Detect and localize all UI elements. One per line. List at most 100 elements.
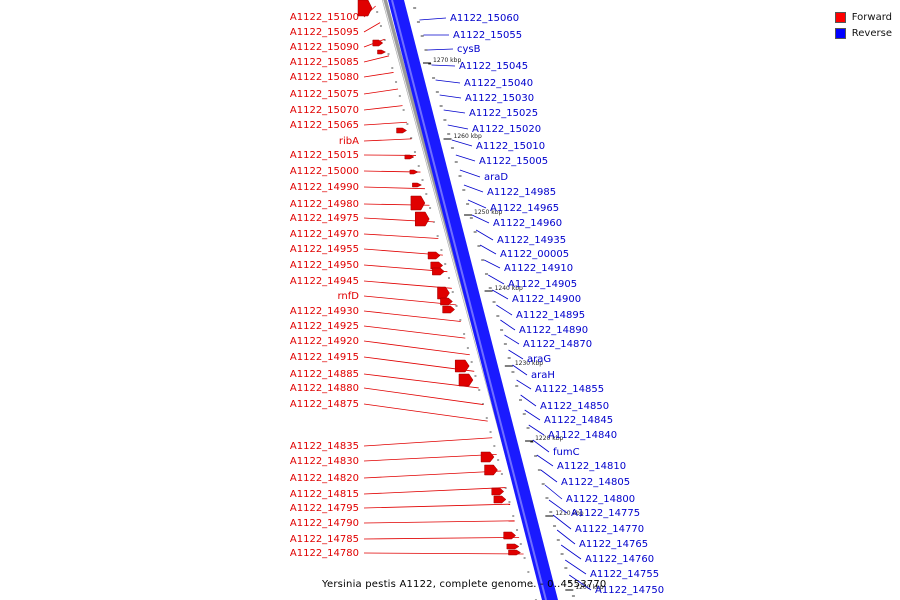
forward-feature-arrow[interactable] (503, 531, 517, 540)
reverse-gene-label[interactable]: A1122_14905 (508, 279, 577, 290)
forward-feature-arrow[interactable] (440, 297, 453, 306)
reverse-gene-label[interactable]: A1122_14855 (535, 384, 604, 395)
forward-gene-label[interactable]: A1122_15095 (290, 27, 359, 38)
reverse-gene-label[interactable]: A1122_00005 (500, 249, 569, 260)
reverse-gene-label[interactable]: A1122_14890 (519, 325, 588, 336)
forward-gene-label[interactable]: A1122_14990 (290, 182, 359, 193)
reverse-gene-label[interactable]: A1122_14800 (566, 494, 635, 505)
forward-feature-arrow[interactable] (427, 251, 441, 260)
forward-feature-arrow[interactable] (508, 549, 521, 556)
reverse-gene-label[interactable]: A1122_15030 (465, 93, 534, 104)
forward-gene-label[interactable]: A1122_14925 (290, 321, 359, 332)
reverse-gene-label[interactable]: A1122_15045 (459, 61, 528, 72)
reverse-gene-label[interactable]: A1122_14895 (516, 310, 585, 321)
forward-gene-label[interactable]: A1122_14945 (290, 276, 359, 287)
reverse-gene-label[interactable]: A1122_15020 (472, 124, 541, 135)
forward-feature-arrow[interactable] (454, 359, 470, 373)
reverse-gene-label[interactable]: A1122_14965 (490, 203, 559, 214)
forward-gene-label[interactable]: A1122_15070 (290, 105, 359, 116)
forward-feature-arrow[interactable] (491, 487, 505, 496)
reverse-gene-label[interactable]: A1122_14770 (575, 524, 644, 535)
forward-feature-arrow[interactable] (437, 286, 450, 300)
forward-feature-arrow[interactable] (357, 0, 373, 17)
forward-gene-label[interactable]: A1122_15080 (290, 72, 359, 83)
reverse-leader-line (500, 319, 516, 331)
reverse-gene-label[interactable]: A1122_15005 (479, 156, 548, 167)
reverse-gene-label[interactable]: A1122_15025 (469, 108, 538, 119)
forward-feature-arrow[interactable] (409, 169, 419, 175)
forward-gene-label[interactable]: A1122_14830 (290, 456, 359, 467)
reverse-gene-label[interactable]: A1122_14755 (590, 569, 659, 580)
forward-gene-label[interactable]: A1122_14885 (290, 369, 359, 380)
reverse-gene-label[interactable]: araH (531, 370, 555, 381)
forward-feature-arrow[interactable] (404, 154, 415, 160)
forward-gene-label[interactable]: A1122_14835 (290, 441, 359, 452)
reverse-gene-label[interactable]: A1122_14960 (493, 218, 562, 229)
forward-gene-label[interactable]: A1122_14795 (290, 503, 359, 514)
forward-feature-arrow[interactable] (396, 127, 408, 134)
forward-feature-arrow[interactable] (442, 305, 455, 314)
reverse-gene-label[interactable]: A1122_14870 (523, 339, 592, 350)
reverse-gene-label[interactable]: A1122_14850 (540, 401, 609, 412)
forward-swatch (834, 11, 846, 23)
forward-gene-label[interactable]: A1122_14955 (290, 244, 359, 255)
forward-feature-arrow[interactable] (377, 49, 387, 55)
forward-gene-label[interactable]: A1122_15100 (290, 12, 359, 23)
reverse-gene-label[interactable]: A1122_14840 (548, 430, 617, 441)
reverse-gene-label[interactable]: A1122_14845 (544, 415, 613, 426)
scale-tick-label: 1210 kbp (555, 510, 583, 517)
reverse-gene-label[interactable]: A1122_14985 (487, 187, 556, 198)
forward-gene-label[interactable]: A1122_14815 (290, 489, 359, 500)
forward-gene-label[interactable]: A1122_15000 (290, 166, 359, 177)
forward-gene-label[interactable]: A1122_14970 (290, 229, 359, 240)
reverse-gene-label[interactable]: cysB (457, 44, 481, 55)
forward-feature-arrow[interactable] (484, 464, 498, 476)
reverse-gene-label[interactable]: A1122_14775 (571, 508, 640, 519)
forward-feature-arrow[interactable] (410, 195, 426, 211)
forward-gene-label[interactable]: rnfD (338, 291, 360, 302)
reverse-gene-label[interactable]: A1122_14805 (561, 477, 630, 488)
forward-gene-label[interactable]: A1122_15065 (290, 120, 359, 131)
forward-gene-label[interactable]: ribA (339, 136, 359, 147)
forward-feature-arrow[interactable] (458, 373, 474, 387)
forward-feature-arrow[interactable] (412, 182, 422, 188)
forward-gene-label[interactable]: A1122_14820 (290, 473, 359, 484)
forward-gene-label[interactable]: A1122_15090 (290, 42, 359, 53)
forward-leader-line (363, 503, 511, 509)
reverse-gene-label[interactable]: fumC (553, 447, 580, 458)
reverse-gene-label[interactable]: araG (527, 354, 551, 365)
forward-feature-arrow[interactable] (493, 495, 507, 504)
forward-gene-label[interactable]: A1122_14790 (290, 518, 359, 529)
reverse-gene-label[interactable]: A1122_14910 (504, 263, 573, 274)
reverse-gene-label[interactable]: araD (484, 172, 508, 183)
reverse-gene-label[interactable]: A1122_14935 (497, 235, 566, 246)
forward-gene-label[interactable]: A1122_14875 (290, 399, 359, 410)
reverse-gene-label[interactable]: A1122_14810 (557, 461, 626, 472)
forward-gene-label[interactable]: A1122_14785 (290, 534, 359, 545)
forward-feature-arrow[interactable] (414, 211, 430, 227)
forward-feature-arrow[interactable] (432, 267, 445, 276)
forward-gene-label[interactable]: A1122_14980 (290, 199, 359, 210)
forward-gene-label[interactable]: A1122_14930 (290, 306, 359, 317)
forward-gene-label[interactable]: A1122_15075 (290, 89, 359, 100)
reverse-gene-label[interactable]: A1122_15010 (476, 141, 545, 152)
forward-feature-arrow[interactable] (430, 261, 444, 270)
forward-gene-label[interactable]: A1122_14880 (290, 383, 359, 394)
forward-gene-label[interactable]: A1122_14920 (290, 336, 359, 347)
forward-feature-arrow[interactable] (480, 451, 495, 463)
forward-feature-arrow[interactable] (506, 543, 520, 550)
reverse-gene-label[interactable]: A1122_14765 (579, 539, 648, 550)
reverse-gene-label[interactable]: A1122_15055 (453, 30, 522, 41)
forward-gene-label[interactable]: A1122_14915 (290, 352, 359, 363)
forward-gene-label[interactable]: A1122_14950 (290, 260, 359, 271)
reverse-gene-label[interactable]: A1122_15040 (464, 78, 533, 89)
reverse-gene-label[interactable]: A1122_14900 (512, 294, 581, 305)
reverse-gene-label[interactable]: A1122_14750 (595, 585, 664, 596)
reverse-gene-label[interactable]: A1122_14760 (585, 554, 654, 565)
forward-feature-arrow[interactable] (372, 39, 384, 47)
reverse-gene-label[interactable]: A1122_15060 (450, 13, 519, 24)
forward-gene-label[interactable]: A1122_14780 (290, 548, 359, 559)
forward-gene-label[interactable]: A1122_14975 (290, 213, 359, 224)
forward-gene-label[interactable]: A1122_15015 (290, 150, 359, 161)
forward-gene-label[interactable]: A1122_15085 (290, 57, 359, 68)
